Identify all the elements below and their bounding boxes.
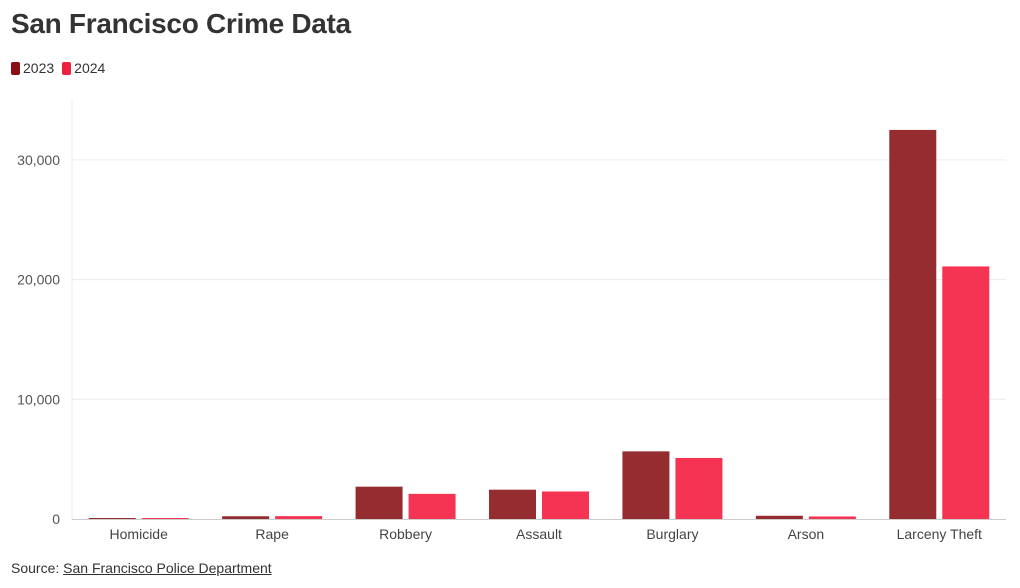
- legend-swatch-2023: [11, 61, 20, 75]
- x-tick-label: Rape: [255, 526, 289, 542]
- source-note: Source: San Francisco Police Department: [11, 560, 272, 576]
- bar-2023: [355, 486, 403, 519]
- bar-2024: [808, 516, 856, 519]
- source-prefix: Source:: [11, 560, 60, 576]
- bar-2024: [542, 491, 589, 519]
- source-link[interactable]: San Francisco Police Department: [63, 560, 272, 576]
- bar-2024: [942, 266, 990, 519]
- bar-2023: [755, 515, 803, 519]
- y-tick-label: 30,000: [17, 152, 60, 168]
- x-tick-label: Burglary: [646, 526, 698, 542]
- bar-2024: [675, 457, 723, 519]
- legend-label-2024: 2024: [74, 60, 106, 76]
- legend-swatch-2024: [62, 61, 72, 75]
- x-tick-label: Larceny Theft: [897, 526, 982, 542]
- y-tick-label: 20,000: [17, 272, 60, 288]
- x-tick-label: Robbery: [379, 526, 432, 542]
- legend-item-2024[interactable]: 2024: [62, 60, 105, 76]
- x-tick-label: Arson: [788, 526, 825, 542]
- legend: 2023 2024: [11, 60, 113, 76]
- bar-chart: 0 10,000 20,000 30,000 Homicide Rape Robbery As…: [17, 100, 1006, 542]
- x-tick-label: Homicide: [110, 526, 169, 542]
- bar-2024: [275, 516, 323, 519]
- bar-2024: [408, 493, 456, 519]
- legend-item-2023[interactable]: 2023: [11, 60, 54, 76]
- y-tick-label: 10,000: [17, 391, 60, 407]
- bar-2024: [141, 518, 189, 519]
- bar-2023: [489, 489, 536, 519]
- x-tick-label: Assault: [516, 526, 562, 542]
- bar-2023: [88, 518, 136, 519]
- chart-title: San Francisco Crime Data: [11, 8, 351, 39]
- y-tick-label: 0: [52, 511, 60, 527]
- bar-2023: [889, 129, 937, 519]
- legend-label-2023: 2023: [23, 60, 55, 76]
- bar-2023: [222, 516, 270, 519]
- bar-2023: [622, 451, 670, 519]
